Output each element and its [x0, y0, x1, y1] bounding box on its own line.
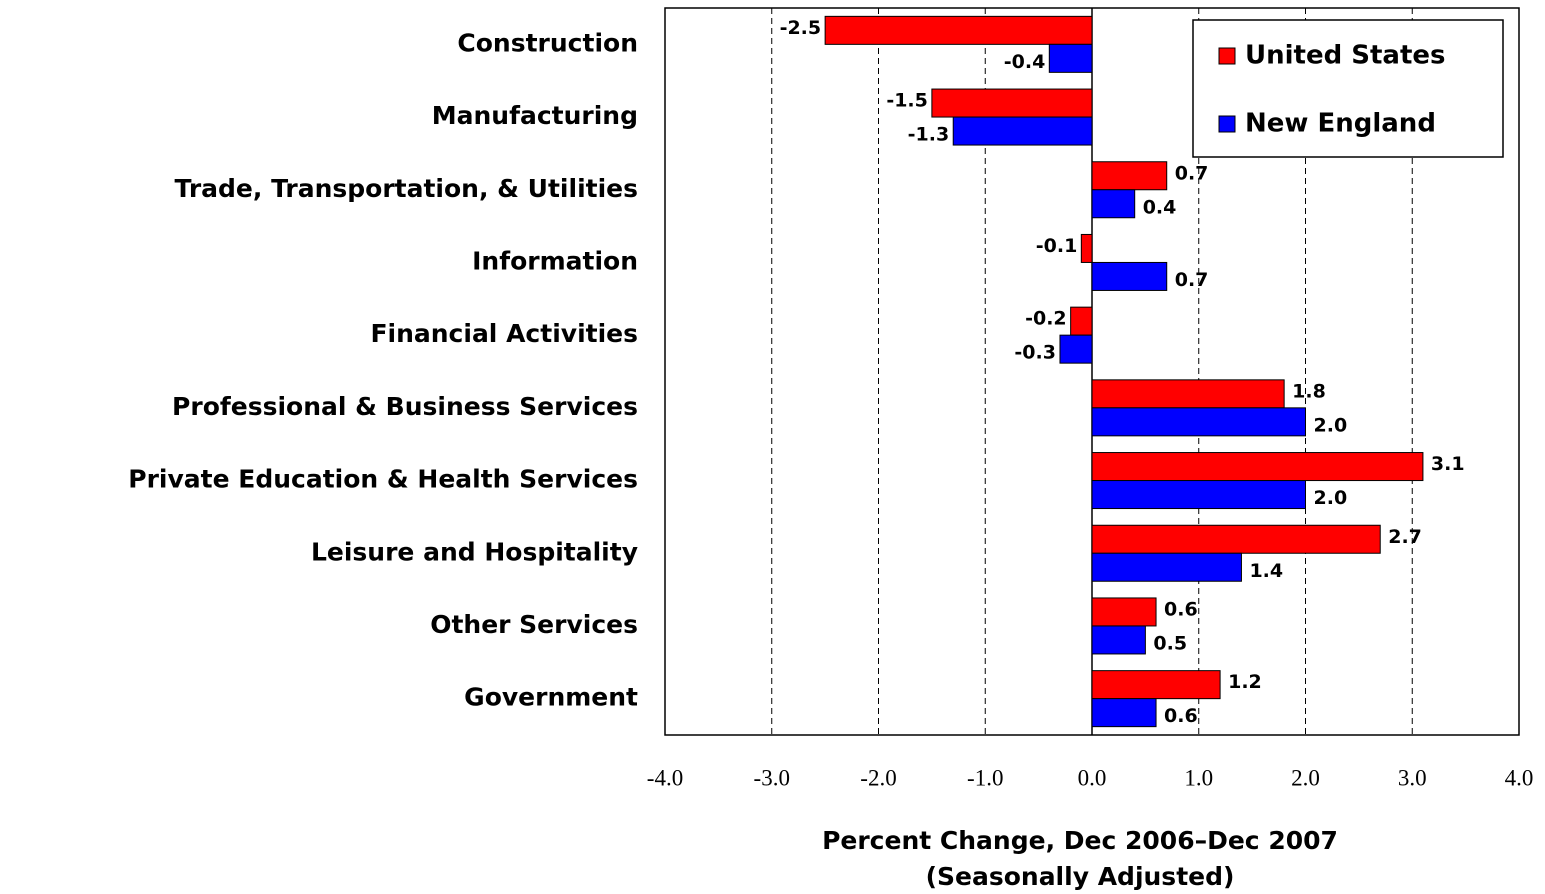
legend-label: United States	[1245, 41, 1446, 71]
bar	[1070, 306, 1093, 336]
data-label: 0.4	[1143, 196, 1177, 218]
bar	[1091, 480, 1306, 510]
plot-frame	[664, 7, 1520, 736]
bar	[1091, 261, 1168, 291]
bar	[1091, 698, 1157, 728]
y-tick-label: Financial Activities	[370, 319, 638, 348]
x-tick-label: 3.0	[1398, 765, 1427, 790]
bar	[931, 88, 1093, 118]
data-label: -0.4	[1004, 51, 1046, 73]
y-tick-label: Private Education & Health Services	[128, 465, 638, 494]
data-label: 2.0	[1314, 487, 1348, 509]
data-label: 2.7	[1388, 526, 1422, 548]
x-tick-label: 1.0	[1184, 765, 1213, 790]
bar	[1048, 43, 1093, 73]
y-tick-label: Information	[472, 246, 638, 275]
y-tick-label: Construction	[457, 28, 638, 57]
bar	[1080, 233, 1093, 263]
legend-box	[1192, 19, 1504, 158]
x-tick-label: -4.0	[647, 765, 683, 790]
data-label: 0.6	[1164, 598, 1198, 620]
legend-label: New England	[1245, 109, 1436, 139]
x-tick-label: -3.0	[754, 765, 790, 790]
y-tick-label: Other Services	[430, 610, 638, 639]
x-axis-title: Percent Change, Dec 2006–Dec 2007	[822, 826, 1338, 855]
bar	[1059, 334, 1093, 364]
legend-swatch	[1218, 115, 1236, 133]
legend-swatch	[1218, 47, 1236, 65]
data-label: 0.6	[1164, 705, 1198, 727]
data-label: -1.5	[886, 90, 928, 112]
bar	[1091, 189, 1136, 219]
x-tick-label: -1.0	[967, 765, 1003, 790]
y-tick-label: Leisure and Hospitality	[311, 537, 638, 566]
data-label: 1.4	[1249, 560, 1283, 582]
bar	[1091, 670, 1221, 700]
x-tick-label: -2.0	[860, 765, 896, 790]
data-label: 3.1	[1431, 453, 1465, 475]
bar	[1091, 552, 1242, 582]
bar	[1091, 161, 1168, 191]
data-label: -2.5	[780, 17, 822, 39]
data-label: -0.3	[1014, 342, 1056, 364]
data-label: 2.0	[1314, 414, 1348, 436]
data-label: -0.2	[1025, 308, 1067, 330]
y-tick-label: Government	[464, 683, 638, 712]
bar	[1091, 407, 1306, 437]
bar	[1091, 452, 1424, 482]
data-label: 1.8	[1292, 380, 1326, 402]
bar	[1091, 524, 1381, 554]
y-tick-label: Professional & Business Services	[172, 392, 638, 421]
data-label: 1.2	[1228, 671, 1262, 693]
y-tick-label: Trade, Transportation, & Utilities	[175, 174, 638, 203]
x-tick-label: 2.0	[1291, 765, 1320, 790]
bar	[1091, 625, 1146, 655]
bar	[1091, 379, 1285, 409]
x-axis-title: (Seasonally Adjusted)	[926, 862, 1235, 891]
y-tick-label: Manufacturing	[432, 101, 638, 130]
data-label: 0.7	[1175, 269, 1209, 291]
x-tick-label: 0.0	[1078, 765, 1107, 790]
data-label: 0.5	[1153, 632, 1187, 654]
data-label: -0.1	[1036, 235, 1078, 257]
data-label: 0.7	[1175, 162, 1209, 184]
data-label: -1.3	[908, 124, 950, 146]
x-tick-label: 4.0	[1505, 765, 1534, 790]
bar	[952, 116, 1093, 146]
bar	[1091, 597, 1157, 627]
bar	[824, 15, 1093, 45]
